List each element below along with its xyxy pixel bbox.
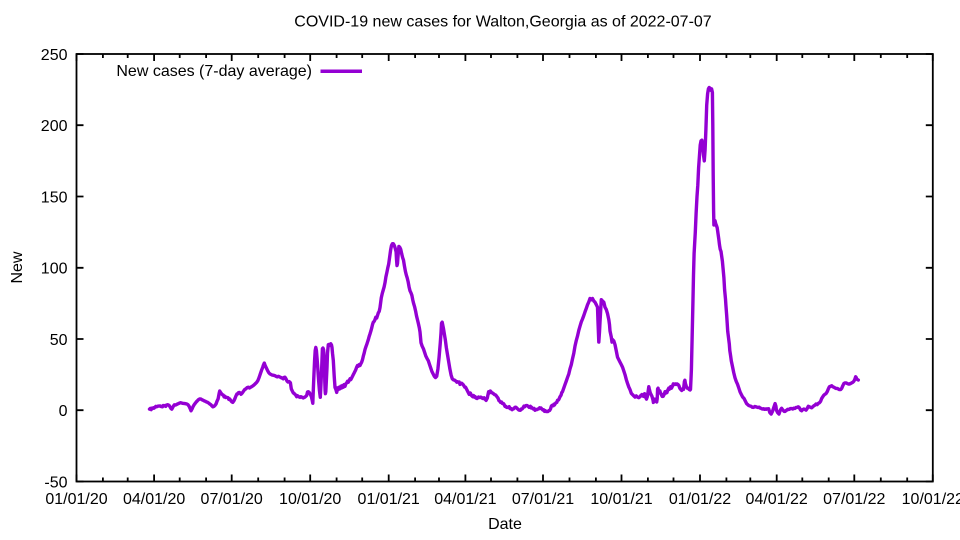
svg-text:-50: -50: [44, 474, 67, 491]
svg-text:250: 250: [41, 47, 68, 64]
svg-text:01/01/21: 01/01/21: [358, 491, 420, 508]
svg-text:04/01/21: 04/01/21: [434, 491, 496, 508]
svg-text:100: 100: [41, 261, 68, 278]
svg-text:01/01/20: 01/01/20: [45, 491, 107, 508]
svg-text:07/01/22: 07/01/22: [823, 491, 885, 508]
svg-text:04/01/20: 04/01/20: [123, 491, 185, 508]
svg-text:07/01/20: 07/01/20: [201, 491, 263, 508]
svg-text:04/01/22: 04/01/22: [746, 491, 808, 508]
svg-text:10/01/20: 10/01/20: [279, 491, 341, 508]
svg-text:New cases (7-day average): New cases (7-day average): [116, 63, 312, 80]
svg-text:New: New: [9, 251, 26, 283]
svg-text:50: 50: [50, 332, 68, 349]
svg-text:200: 200: [41, 118, 68, 135]
svg-text:10/01/21: 10/01/21: [590, 491, 652, 508]
svg-text:Date: Date: [488, 516, 522, 533]
svg-text:COVID-19 new cases for Walton,: COVID-19 new cases for Walton,Georgia as…: [294, 14, 711, 31]
svg-text:01/01/22: 01/01/22: [669, 491, 731, 508]
svg-text:150: 150: [41, 189, 68, 206]
svg-text:10/01/22: 10/01/22: [902, 491, 960, 508]
svg-text:0: 0: [59, 403, 68, 420]
svg-text:07/01/21: 07/01/21: [512, 491, 574, 508]
